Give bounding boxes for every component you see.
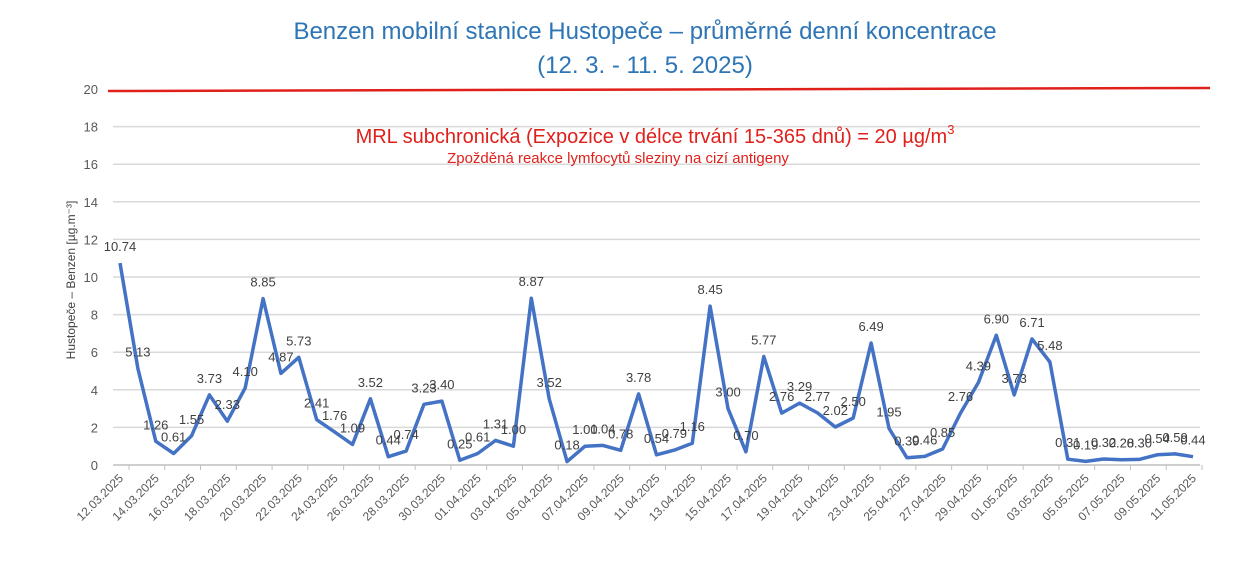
data-label: 0.44 [376,433,401,448]
data-label: 1.16 [680,419,705,434]
data-label: 2.50 [841,394,866,409]
data-label: 0.79 [662,426,687,441]
data-label: 1.31 [483,416,508,431]
data-label: 0.44 [1180,433,1205,448]
data-label: 2.76 [948,389,973,404]
data-label: 3.23 [411,380,436,395]
data-label: 1.95 [876,404,901,419]
y-tick-label: 14 [84,195,98,210]
data-label: 0.31 [1055,435,1080,450]
y-tick-label: 4 [91,383,98,398]
data-label: 0.78 [608,426,633,441]
data-label: 3.52 [537,375,562,390]
data-label: 0.25 [447,436,472,451]
data-label: 5.73 [286,333,311,348]
data-label: 3.29 [787,379,812,394]
chart-title: Benzen mobilní stanice Hustopeče – průmě… [293,18,997,45]
data-label: 1.09 [340,421,365,436]
y-tick-label: 20 [84,82,98,97]
data-label: 0.74 [393,427,418,442]
data-label: 4.87 [268,349,293,364]
y-tick-label: 18 [84,120,98,135]
data-label: 8.85 [250,275,275,290]
data-label: 1.76 [322,408,347,423]
threshold-line [107,86,1211,93]
data-label: 4.39 [966,358,991,373]
data-label: 0.61 [161,430,186,445]
data-label: 0.18 [554,438,579,453]
data-label: 5.13 [125,345,150,360]
data-label: 2.77 [805,389,830,404]
data-label: 0.28 [1109,436,1134,451]
y-tick-label: 8 [91,308,98,323]
y-tick-label: 10 [84,270,98,285]
data-label: 8.45 [697,282,722,297]
data-label: 3.73 [197,371,222,386]
data-label: 1.00 [501,422,526,437]
y-tick-label: 16 [84,157,98,172]
data-label: 3.00 [715,385,740,400]
data-label: 10.74 [104,239,137,254]
data-label: 4.10 [233,364,258,379]
data-label: 0.54 [1145,431,1170,446]
data-label: 0.39 [894,434,919,449]
data-label: 5.77 [751,333,776,348]
data-label: 6.90 [984,311,1009,326]
data-label: 0.46 [912,432,937,447]
threshold-label: MRL subchronická (Expozice v délce trván… [356,122,955,148]
data-label: 1.26 [143,417,168,432]
y-axis-label: Hustopeče – Benzen [µg.m⁻³] [64,201,78,360]
data-label: 3.73 [1002,371,1027,386]
data-label: 0.61 [465,430,490,445]
data-label: 3.52 [358,375,383,390]
data-label: 0.70 [733,428,758,443]
data-label: 2.76 [769,389,794,404]
chart-subtitle: (12. 3. - 11. 5. 2025) [537,52,753,79]
data-label: 0.32 [1091,435,1116,450]
data-label: 1.00 [572,422,597,437]
data-label: 2.33 [215,397,240,412]
data-label: 3.40 [429,377,454,392]
data-label: 0.30 [1127,435,1152,450]
y-tick-label: 6 [91,345,98,360]
data-label: 6.49 [858,319,883,334]
data-label: 2.41 [304,396,329,411]
data-label: 3.78 [626,370,651,385]
y-tick-label: 2 [91,420,98,435]
data-label: 6.71 [1019,315,1044,330]
data-label: 0.54 [644,431,669,446]
data-label: 8.87 [519,274,544,289]
data-label: 5.48 [1037,338,1062,353]
data-label: 1.04 [590,421,615,436]
data-label: 2.02 [823,403,848,418]
data-label: 0.85 [930,425,955,440]
y-tick-label: 0 [91,458,98,473]
data-label: 0.19 [1073,437,1098,452]
data-label: 0.59 [1162,430,1187,445]
threshold-note: Zpožděná reakce lymfocytů sleziny na ciz… [447,150,789,167]
data-label: 1.55 [179,412,204,427]
y-tick-label: 12 [84,232,98,247]
